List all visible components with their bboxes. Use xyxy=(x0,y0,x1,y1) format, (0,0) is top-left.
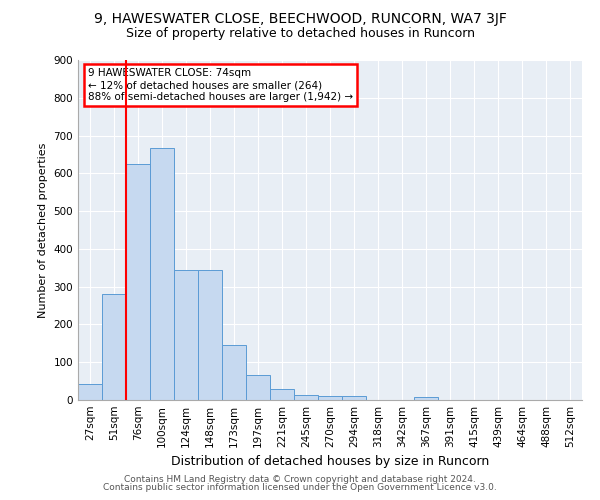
Bar xyxy=(318,396,342,400)
Bar xyxy=(126,164,150,400)
Bar xyxy=(270,390,294,400)
Bar xyxy=(222,345,246,400)
Text: Size of property relative to detached houses in Runcorn: Size of property relative to detached ho… xyxy=(125,28,475,40)
Bar xyxy=(78,384,102,400)
Bar xyxy=(174,270,198,400)
Text: 9, HAWESWATER CLOSE, BEECHWOOD, RUNCORN, WA7 3JF: 9, HAWESWATER CLOSE, BEECHWOOD, RUNCORN,… xyxy=(94,12,506,26)
Bar xyxy=(246,376,270,400)
X-axis label: Distribution of detached houses by size in Runcorn: Distribution of detached houses by size … xyxy=(171,456,489,468)
Bar xyxy=(102,294,126,400)
Bar xyxy=(414,397,438,400)
Bar xyxy=(342,396,366,400)
Bar xyxy=(150,148,174,400)
Y-axis label: Number of detached properties: Number of detached properties xyxy=(38,142,48,318)
Text: Contains HM Land Registry data © Crown copyright and database right 2024.: Contains HM Land Registry data © Crown c… xyxy=(124,475,476,484)
Bar xyxy=(198,270,222,400)
Bar xyxy=(294,396,318,400)
Text: 9 HAWESWATER CLOSE: 74sqm
← 12% of detached houses are smaller (264)
88% of semi: 9 HAWESWATER CLOSE: 74sqm ← 12% of detac… xyxy=(88,68,353,102)
Text: Contains public sector information licensed under the Open Government Licence v3: Contains public sector information licen… xyxy=(103,484,497,492)
